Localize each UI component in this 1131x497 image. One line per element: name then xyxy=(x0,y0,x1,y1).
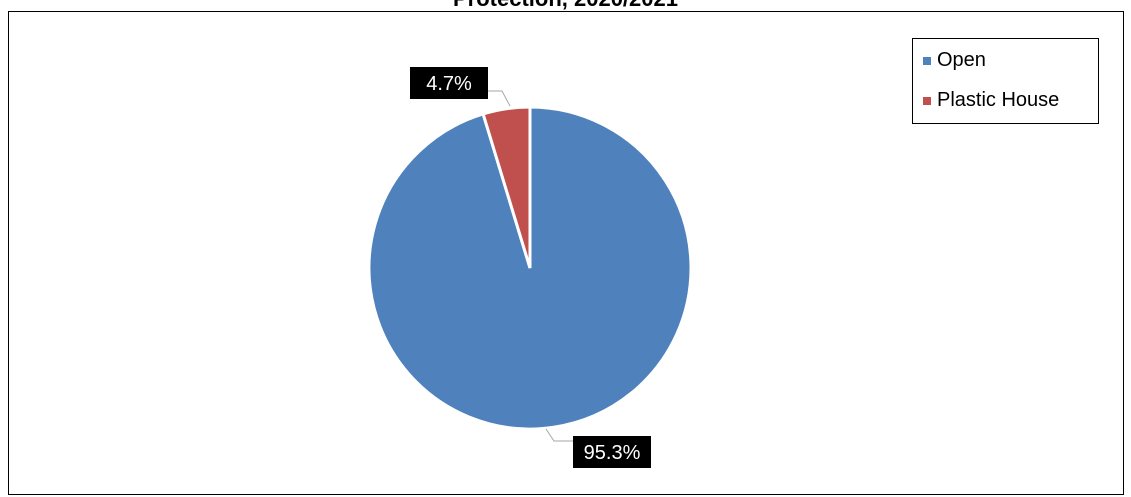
leader-lines xyxy=(485,90,573,442)
legend-swatch-open xyxy=(923,56,931,65)
pie-slice-plastic-house xyxy=(481,105,532,269)
data-label-box-open xyxy=(573,436,651,468)
pie-slices xyxy=(367,105,693,431)
legend: Open Plastic House xyxy=(912,38,1099,124)
data-labels: 95.3% 4.7% xyxy=(410,67,651,468)
legend-swatch-plastic-house xyxy=(923,96,931,105)
data-label-plastic-house: 4.7% xyxy=(426,73,472,95)
leader-line-plastic-house xyxy=(485,90,511,107)
data-label-open: 95.3% xyxy=(584,442,641,464)
data-label-box-plastic-house xyxy=(410,67,488,99)
legend-label-open: Open xyxy=(937,49,986,71)
chart-frame xyxy=(8,11,1124,495)
legend-item-plastic-house: Plastic House xyxy=(923,89,1059,112)
legend-label-plastic-house: Plastic House xyxy=(937,89,1060,111)
chart-title: Protection, 2020/2021 xyxy=(0,0,1131,12)
leader-line-open xyxy=(545,428,573,442)
legend-item-open: Open xyxy=(923,49,986,72)
